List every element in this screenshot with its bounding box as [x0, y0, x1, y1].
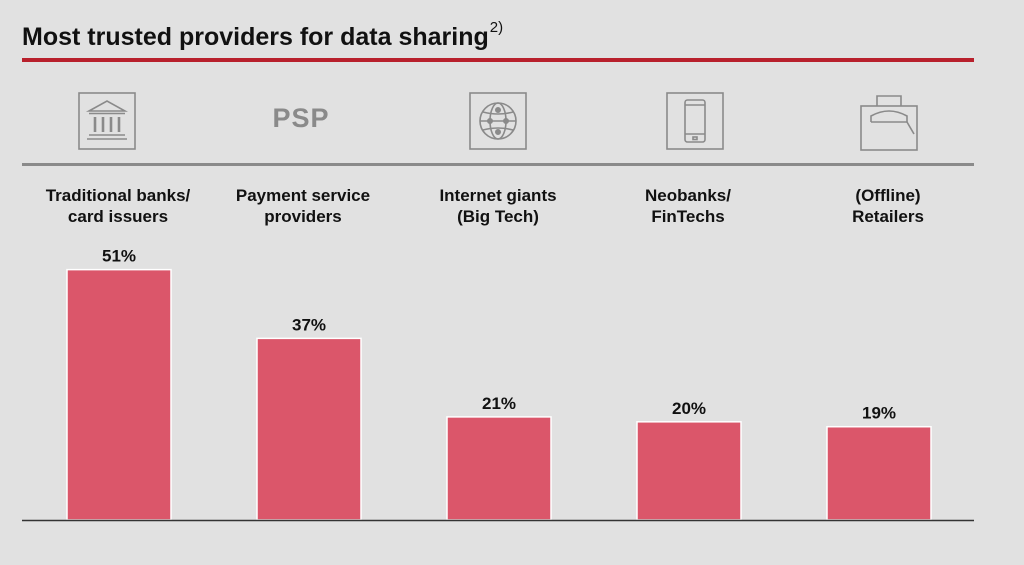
title-text: Most trusted providers for data sharing: [22, 23, 489, 51]
category-label-line: card issuers: [67, 207, 169, 226]
data-label-traditional-banks: 51%: [102, 247, 136, 266]
category-label-line: Internet giants: [439, 186, 557, 205]
category-label-payment-service: Payment service providers: [208, 185, 398, 227]
data-label-neobanks: 20%: [672, 399, 706, 418]
data-label-internet-giants: 21%: [482, 394, 516, 413]
psp-icon: PSP: [272, 103, 330, 133]
category-label-line: Neobanks/: [645, 186, 731, 205]
shopping-bag-icon: [860, 94, 918, 152]
category-label-internet-giants: Internet giants (Big Tech): [403, 185, 593, 227]
bar-traditional-banks: [66, 268, 172, 521]
category-label-line: FinTechs: [651, 207, 725, 226]
category-label-line: (Offline): [855, 186, 921, 205]
category-label-line: Payment service: [235, 186, 371, 205]
bar-payment-service: [256, 337, 362, 521]
category-label-neobanks: Neobanks/ FinTechs: [593, 185, 783, 227]
bar-internet-giants: [446, 416, 552, 521]
bar-neobanks: [636, 421, 742, 521]
icon-divider: [22, 163, 974, 166]
category-label-line: (Big Tech): [457, 207, 539, 226]
bank-icon: [78, 92, 136, 150]
title-footnote: 2): [489, 19, 504, 36]
category-label-retailers: (Offline) Retailers: [793, 185, 983, 227]
globe-icon: [469, 92, 527, 150]
data-label-payment-service: 37%: [292, 315, 326, 334]
category-label-traditional-banks: Traditional banks/ card issuers: [23, 185, 213, 227]
category-label-line: Traditional banks/: [45, 186, 191, 205]
title-rule: [22, 58, 974, 62]
data-label-retailers: 19%: [862, 404, 896, 423]
bar-retailers: [826, 425, 932, 521]
category-label-line: providers: [264, 207, 342, 226]
page-title: Most trusted providers for data sharing2…: [22, 19, 503, 52]
smartphone-icon: [666, 92, 724, 150]
category-label-line: Retailers: [852, 207, 924, 226]
